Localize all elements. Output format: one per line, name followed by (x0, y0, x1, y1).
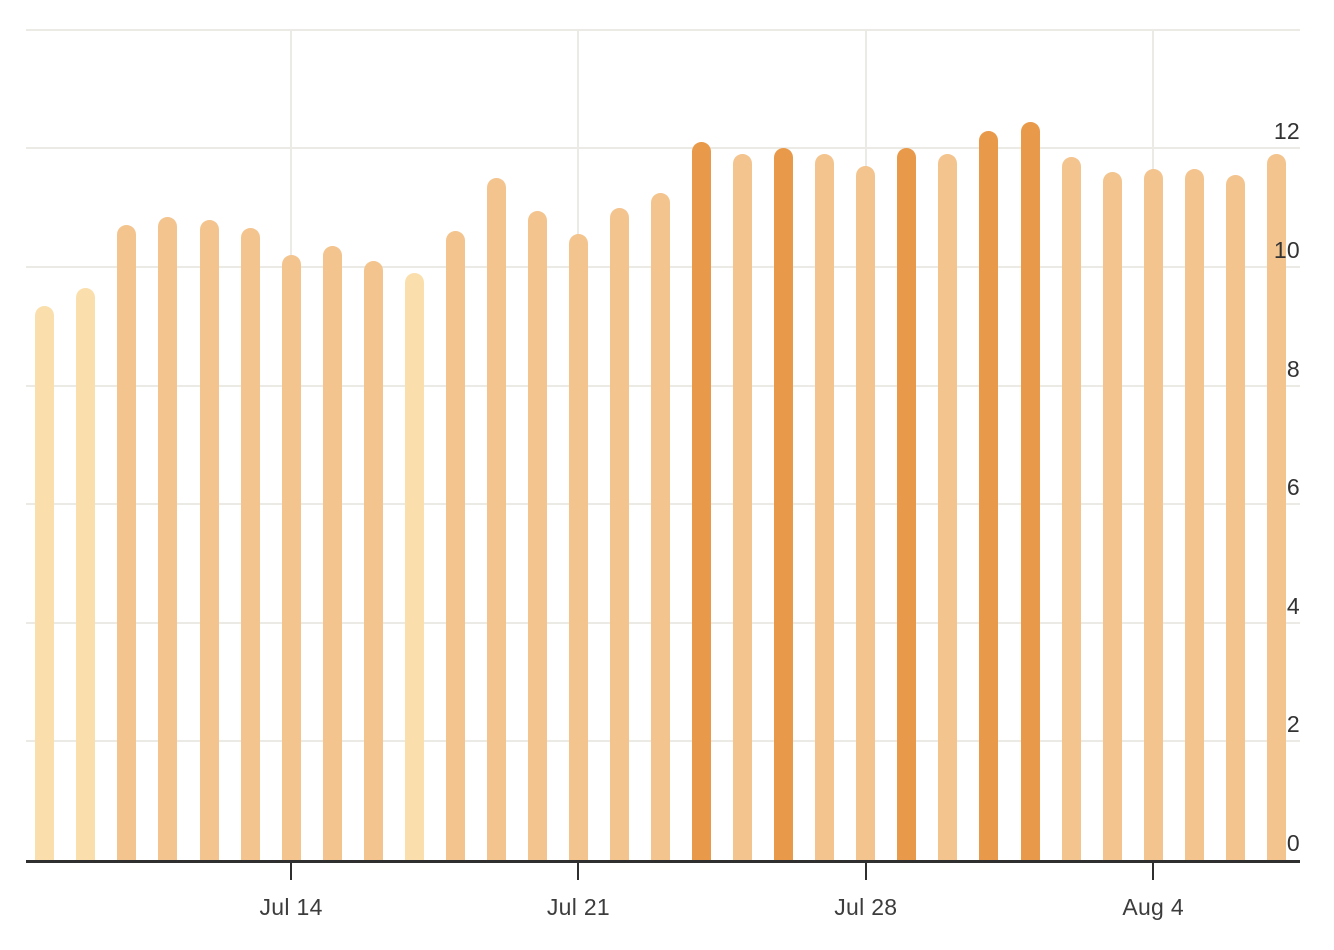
chart-bar (897, 148, 917, 860)
y-axis-tick-label: 10 (1273, 237, 1300, 263)
y-axis-tick-label: 2 (1286, 711, 1300, 738)
chart-bar (692, 142, 712, 860)
y-axis-tick-label: 4 (1286, 592, 1300, 619)
chart-bar (815, 154, 835, 860)
x-axis-line (26, 860, 1300, 863)
chart-bar (158, 216, 178, 860)
chart-bar (76, 287, 96, 860)
chart-bar (938, 154, 958, 860)
x-axis-tick-label: Aug 4 (1122, 894, 1184, 920)
chart-bar (486, 178, 506, 860)
chart-bar (1225, 175, 1245, 860)
chart-bar (35, 305, 55, 860)
y-axis-tick-label: 12 (1273, 118, 1300, 145)
x-axis-tick-label: Jul 28 (834, 894, 898, 920)
chart-bar (1020, 121, 1040, 860)
chart-bar (240, 228, 260, 860)
chart-bar (733, 154, 753, 860)
chart-bar (1266, 154, 1286, 860)
chart-bar (1061, 157, 1081, 860)
y-axis-tick-label: 6 (1286, 474, 1300, 501)
y-axis-tick-label: 8 (1286, 355, 1300, 382)
chart-bar (363, 261, 383, 860)
chart-bar (527, 210, 547, 860)
y-axis-tick-label: 0 (1286, 830, 1300, 856)
chart-bar (445, 231, 465, 860)
chart-bar (322, 246, 342, 860)
horizontal-gridline (26, 147, 1300, 150)
chart-bar (404, 272, 424, 860)
x-axis-tick (1152, 863, 1155, 880)
chart-bar (856, 166, 876, 860)
chart-bar (199, 219, 219, 860)
chart-bar (1102, 172, 1122, 860)
chart-bar (979, 130, 999, 860)
chart-bar (1184, 169, 1204, 860)
chart-bar (610, 207, 629, 860)
x-axis-tick (577, 863, 580, 880)
chart-bar (651, 192, 671, 860)
chart-bar (1143, 169, 1163, 860)
horizontal-gridline (26, 28, 1300, 31)
x-axis-tick (290, 863, 293, 880)
x-axis-tick (864, 863, 867, 880)
chart-bar (568, 234, 588, 860)
x-axis-tick-label: Jul 21 (546, 894, 611, 920)
chart-bar (117, 225, 137, 860)
chart-bar (281, 255, 301, 860)
x-axis-tick-label: Jul 14 (259, 894, 323, 920)
chart-bar (774, 148, 794, 860)
